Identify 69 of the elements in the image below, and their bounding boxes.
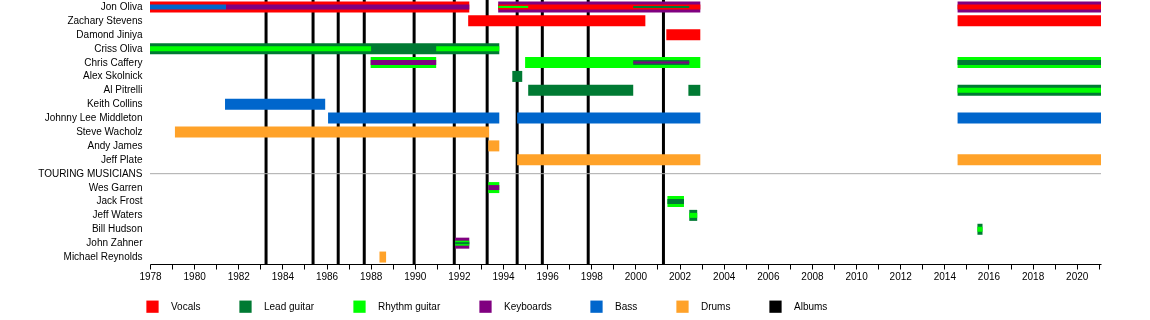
x-tick-label: 2000 — [624, 270, 648, 282]
bar — [957, 112, 1101, 124]
x-tick-label: 2016 — [977, 270, 1001, 282]
bar — [957, 154, 1101, 166]
y-tick-label: Andy James — [87, 139, 143, 151]
y-tick-label: Zachary Stevens — [67, 14, 143, 26]
bar — [633, 5, 690, 8]
bar — [498, 5, 529, 8]
x-tick-label: 2018 — [1021, 270, 1045, 282]
x-tick-label: 1978 — [139, 270, 163, 282]
bar — [688, 84, 701, 96]
y-tick-label: Wes Garren — [88, 181, 143, 193]
x-tick-label: 1982 — [227, 270, 251, 282]
bar — [468, 15, 646, 27]
x-tick-label: 1996 — [536, 270, 560, 282]
bar — [666, 29, 701, 41]
legend-label: Albums — [794, 300, 828, 312]
x-tick-label: 1986 — [315, 270, 339, 282]
y-tick-label: TOURING MUSICIANS — [38, 167, 143, 179]
legend-label: Rhythm guitar — [378, 300, 441, 312]
y-tick-label: Steve Wacholz — [76, 126, 143, 137]
bar — [528, 84, 634, 96]
bar — [436, 46, 500, 52]
x-tick-label: 2012 — [889, 270, 913, 282]
bar — [328, 112, 500, 124]
bar — [517, 154, 701, 166]
y-tick-label: John Zahner — [86, 237, 144, 249]
y-tick-label: Jon Oliva — [100, 0, 143, 12]
y-tick-label: Johnny Lee Middleton — [44, 112, 143, 124]
legend-label: Keyboards — [504, 300, 552, 312]
x-tick-label: 1990 — [404, 270, 427, 282]
bar — [226, 4, 470, 10]
y-tick-label: Jeff Plate — [100, 153, 143, 165]
bar — [150, 4, 227, 10]
bar — [379, 251, 387, 263]
x-tick-label: 1988 — [360, 270, 383, 282]
bar — [174, 126, 490, 138]
x-tick-label: 2002 — [668, 270, 692, 282]
bar — [225, 98, 326, 110]
legend-label: Drums — [701, 300, 731, 312]
x-tick-label: 1992 — [448, 270, 471, 282]
y-tick-label: Damond Jiniya — [76, 28, 143, 40]
y-tick-label: Jack Frost — [96, 195, 143, 207]
y-tick-label: Al Pitrelli — [103, 84, 143, 96]
legend-label: Vocals — [171, 300, 201, 312]
x-tick-label: 2010 — [845, 270, 869, 282]
bar — [957, 15, 1101, 27]
x-tick-label: 1984 — [271, 270, 295, 282]
y-tick-label: Michael Reynolds — [63, 251, 143, 263]
bar — [150, 46, 372, 52]
x-tick-label: 2006 — [757, 270, 780, 282]
bar — [512, 70, 523, 82]
y-tick-label: Jeff Waters — [92, 209, 143, 221]
y-tick-label: Chris Caffery — [84, 56, 143, 68]
y-tick-label: Keith Collins — [86, 98, 143, 110]
legend-label: Lead guitar — [264, 300, 315, 312]
y-tick-label: Criss Oliva — [94, 42, 143, 54]
y-tick-label: Bill Hudson — [91, 223, 143, 235]
x-tick-label: 2008 — [801, 270, 825, 282]
bar — [517, 112, 701, 124]
x-tick-label: 1998 — [580, 270, 604, 282]
x-tick-label: 2014 — [933, 270, 957, 282]
y-tick-label: Alex Skolnick — [83, 70, 144, 82]
x-tick-label: 1994 — [492, 270, 516, 282]
x-tick-label: 2020 — [1066, 270, 1089, 282]
x-tick-label: 2004 — [713, 270, 736, 282]
legend-label: Bass — [615, 300, 638, 312]
x-tick-label: 1980 — [183, 270, 207, 282]
bar — [488, 140, 500, 152]
